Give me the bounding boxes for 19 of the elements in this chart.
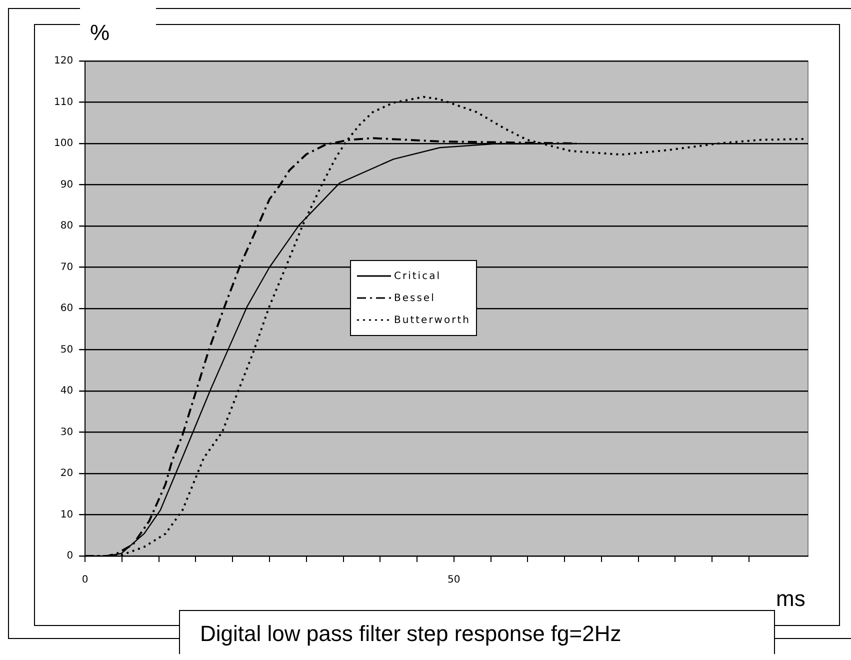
legend-label: Critical <box>394 270 441 282</box>
y-tick-label: 0 <box>66 550 74 562</box>
y-tick-label: 110 <box>54 96 74 108</box>
legend-label: Bessel <box>394 292 436 304</box>
y-tick-label: 40 <box>60 386 74 397</box>
y-tick-label: 60 <box>60 303 74 314</box>
y-tick-label: 20 <box>60 468 74 480</box>
y-tick-label: 70 <box>60 262 74 273</box>
legend-label: Butterworth <box>394 314 470 326</box>
y-tick-label: 30 <box>60 426 74 438</box>
y-tick-label: 80 <box>60 220 74 232</box>
y-tick-label: 120 <box>54 56 74 67</box>
y-tick-label: 50 <box>60 344 74 356</box>
y-tick-label: 90 <box>60 179 74 190</box>
text: Digital low pass filter step response fg=2Hz <box>179 610 775 654</box>
y-tick-label: 100 <box>54 138 74 150</box>
x-axis-title: ms <box>776 586 806 612</box>
y-tick-label: 10 <box>60 509 74 520</box>
y-axis-title: % <box>80 8 156 57</box>
